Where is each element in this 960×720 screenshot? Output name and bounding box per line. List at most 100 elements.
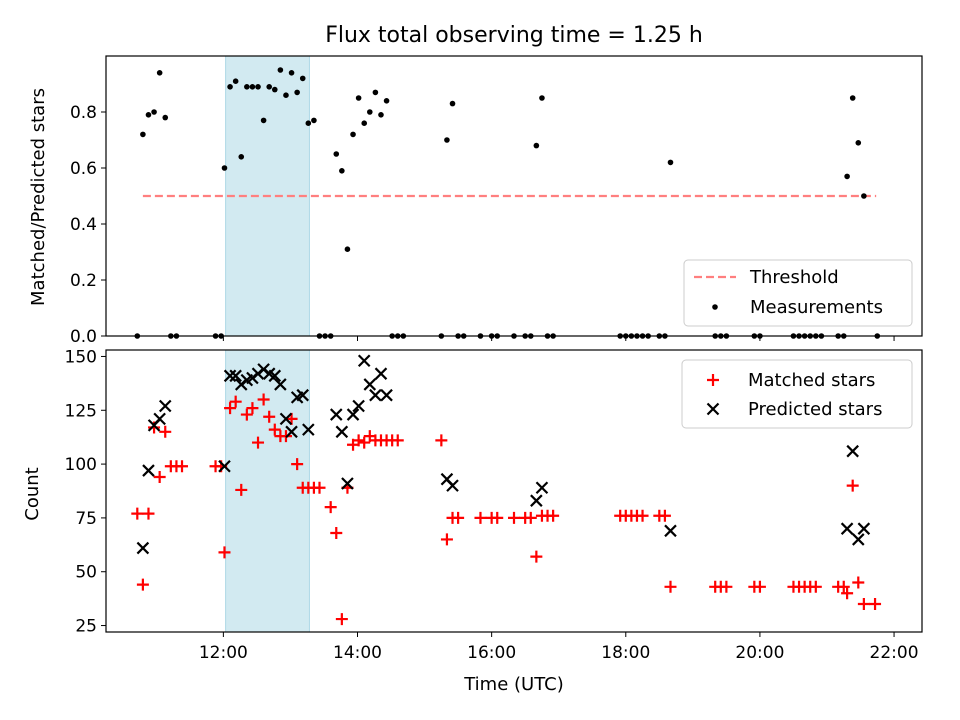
chart-title: Flux total observing time = 1.25 h bbox=[325, 23, 703, 48]
x-tick-label: 16:00 bbox=[467, 643, 516, 663]
legend-matched-label: Matched stars bbox=[748, 370, 875, 391]
predicted-star-marker bbox=[374, 367, 388, 380]
matched-star-marker bbox=[440, 533, 453, 546]
legend: Threshold Measurements bbox=[683, 259, 913, 327]
matched-star-marker bbox=[869, 598, 882, 611]
matched-star-marker bbox=[257, 393, 270, 406]
matched-star-marker bbox=[153, 471, 166, 484]
x-tick-label: 12:00 bbox=[199, 643, 248, 663]
y-tick-label: 0.2 bbox=[70, 271, 97, 291]
bottom-panel: 12:00 14:00 16:00 18:00 20:00 22:00 25 50 75 100 1… bbox=[65, 347, 923, 663]
measurement-point bbox=[339, 168, 345, 174]
bottom-y-axis-label: Count bbox=[22, 467, 43, 520]
x-axis-label: Time (UTC) bbox=[463, 674, 564, 695]
matched-star-marker bbox=[313, 481, 326, 494]
matched-star-marker bbox=[435, 434, 448, 447]
measurement-point bbox=[145, 112, 152, 118]
predicted-star-marker bbox=[446, 479, 459, 492]
matched-star-marker bbox=[720, 580, 733, 593]
measurement-point bbox=[249, 84, 256, 90]
measurement-point bbox=[333, 151, 340, 157]
predicted-star-marker bbox=[530, 494, 543, 507]
measurement-point bbox=[311, 117, 317, 124]
measurement-point bbox=[266, 84, 273, 90]
x-tick-label: 22:00 bbox=[870, 643, 919, 663]
matched-star-marker bbox=[664, 580, 677, 593]
legend-predicted-label: Predicted stars bbox=[748, 399, 882, 420]
axes-frame bbox=[105, 349, 923, 633]
measurement-point bbox=[156, 70, 163, 76]
measurement-point bbox=[294, 89, 300, 96]
matched-star-marker bbox=[358, 436, 371, 449]
x-tick-label: 20:00 bbox=[735, 643, 784, 663]
predicted-star-marker bbox=[223, 369, 237, 383]
matched-star-marker bbox=[508, 511, 520, 524]
predicted-star-marker bbox=[857, 522, 871, 535]
y-tick-label: 75 bbox=[75, 509, 97, 529]
y-tick-label: 0.0 bbox=[70, 327, 97, 347]
legend-predicted-swatch bbox=[706, 402, 720, 416]
y-tick-label: 25 bbox=[75, 617, 97, 637]
measurement-point bbox=[151, 109, 157, 115]
y-tick-label: 150 bbox=[65, 347, 97, 367]
matched-star-marker bbox=[658, 509, 671, 522]
measurement-point bbox=[539, 95, 545, 101]
y-tick-label: 50 bbox=[75, 563, 97, 583]
x-tick-label: 14:00 bbox=[333, 643, 382, 663]
measurement-point bbox=[221, 165, 228, 171]
measurement-point bbox=[288, 70, 295, 76]
measurement-point bbox=[260, 117, 267, 124]
predicted-star-marker bbox=[352, 399, 365, 413]
measurement-point bbox=[283, 92, 289, 98]
top-y-axis-label: Matched/Predicted stars bbox=[28, 88, 49, 306]
matched-star-marker bbox=[352, 434, 365, 447]
predicted-star-marker bbox=[218, 459, 231, 473]
y-tick-label: 0.6 bbox=[70, 159, 97, 179]
measurement-point bbox=[844, 173, 850, 180]
predicted-star-marker bbox=[846, 444, 859, 458]
predicted-star-marker bbox=[142, 464, 155, 477]
predicted-star-marker bbox=[285, 425, 298, 439]
measurement-point bbox=[238, 154, 245, 160]
measurement-point bbox=[355, 95, 362, 101]
predicted-star-marker bbox=[363, 378, 377, 391]
matched-star-marker bbox=[524, 511, 537, 524]
legend-measurement-label: Measurements bbox=[750, 297, 883, 318]
predicted-star-marker bbox=[329, 408, 343, 421]
measurement-point bbox=[367, 109, 373, 115]
matched-star-marker bbox=[846, 479, 859, 492]
matched-star-marker bbox=[491, 511, 504, 524]
measurement-point bbox=[344, 246, 351, 252]
measurement-point bbox=[232, 78, 239, 84]
matched-star-marker bbox=[330, 526, 343, 539]
legend-box bbox=[683, 259, 913, 327]
legend-measurement-swatch bbox=[712, 304, 718, 310]
measurement-point bbox=[227, 84, 233, 90]
predicted-star-marker bbox=[357, 354, 371, 368]
matched-star-marker bbox=[335, 613, 348, 626]
predicted-star-marker bbox=[229, 369, 242, 383]
matched-star-marker bbox=[841, 587, 854, 600]
measurement-point bbox=[372, 89, 379, 96]
matched-star-marker bbox=[809, 580, 822, 593]
measurement-point bbox=[244, 84, 250, 90]
predicted-star-marker bbox=[335, 425, 349, 439]
matched-star-marker bbox=[142, 507, 155, 520]
measurement-point bbox=[271, 86, 278, 93]
measurement-point bbox=[140, 131, 146, 138]
predicted-star-marker bbox=[341, 477, 354, 490]
predicted-star-marker bbox=[369, 388, 382, 402]
predicted-star-marker bbox=[535, 481, 549, 495]
predicted-star-marker bbox=[840, 522, 854, 535]
matched-star-marker bbox=[235, 483, 248, 496]
measurement-point bbox=[383, 98, 390, 104]
measurement-point bbox=[361, 120, 368, 126]
measurement-point bbox=[350, 131, 356, 138]
matched-star-marker bbox=[852, 576, 865, 589]
measurement-point bbox=[305, 120, 312, 126]
matched-star-marker bbox=[753, 580, 766, 593]
measurement-point bbox=[861, 193, 867, 199]
predicted-star-marker bbox=[153, 412, 166, 426]
axes-frame bbox=[105, 55, 923, 337]
